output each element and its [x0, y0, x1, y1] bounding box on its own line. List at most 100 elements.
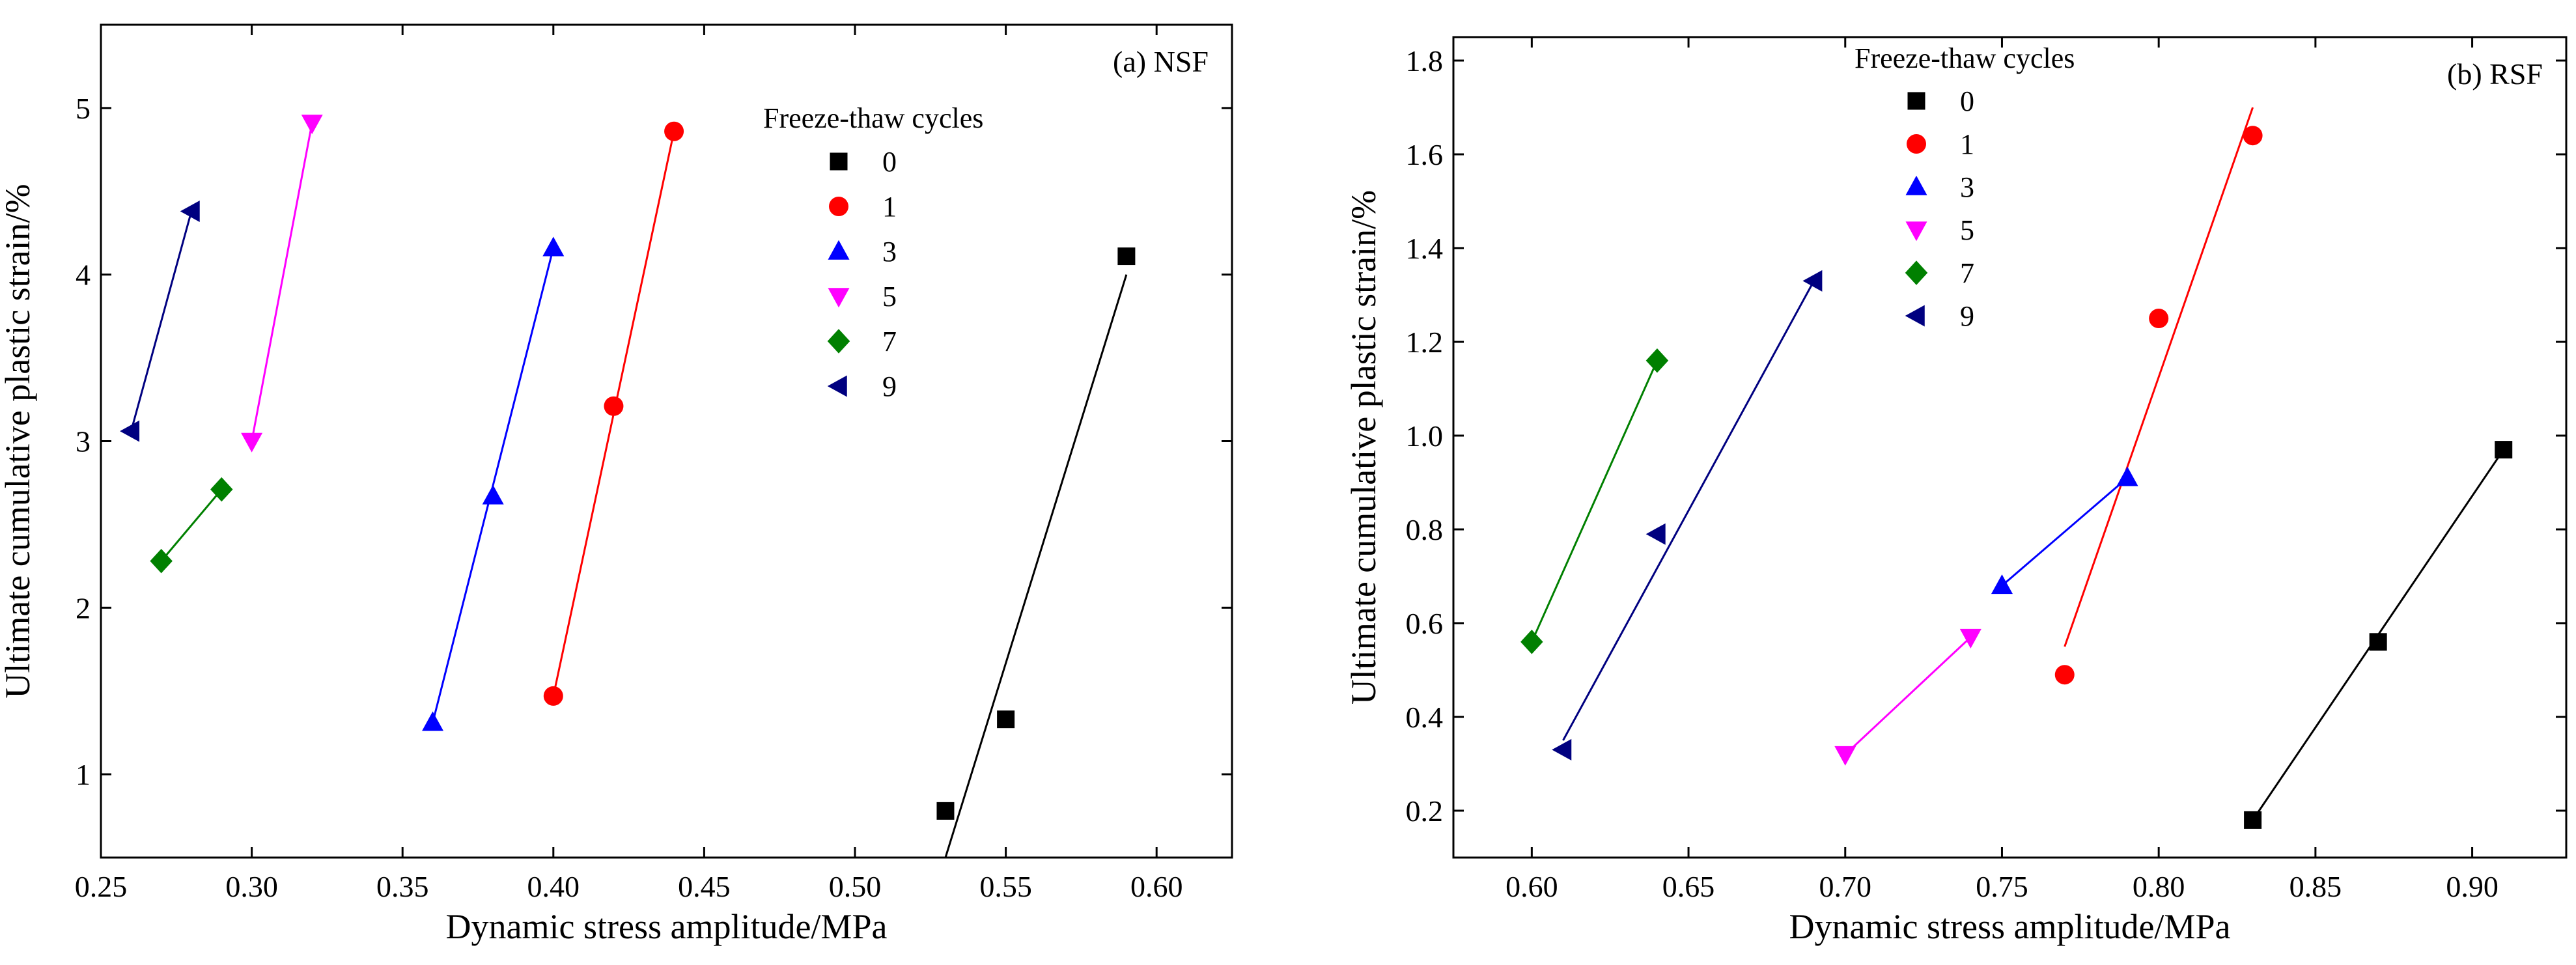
x-tick-label: 0.80 [2133, 870, 2185, 903]
y-tick-label: 1.0 [1406, 419, 1444, 453]
data-point-series-1 [2054, 665, 2075, 685]
plot-frame [100, 23, 1233, 859]
legend-label: 0 [1960, 85, 1974, 117]
data-point-series-3 [482, 484, 504, 505]
fit-line-7 [1530, 360, 1659, 643]
data-point-series-3 [2116, 466, 2138, 486]
legend-marker-5 [1905, 221, 1927, 242]
x-tick-label: 0.35 [376, 870, 429, 903]
data-point-series-9 [1552, 738, 1572, 761]
data-point-series-3 [542, 236, 565, 257]
fit-line-5 [1844, 636, 1972, 755]
y-axis-title: Ultimate cumulative plastic strain/% [1344, 190, 1383, 705]
legend-marker-1 [1907, 134, 1926, 154]
fit-line-7 [160, 488, 223, 562]
x-tick-label: 0.55 [979, 870, 1032, 903]
data-point-series-0 [936, 802, 955, 820]
y-tick-label: 1.2 [1406, 326, 1444, 359]
data-point-series-7 [1520, 630, 1543, 654]
x-tick-label: 0.40 [527, 870, 580, 903]
legend-marker-1 [829, 197, 848, 216]
legend-label: 7 [882, 326, 897, 357]
data-point-series-1 [664, 121, 684, 141]
data-point-series-1 [543, 686, 563, 706]
x-tick-label: 0.70 [1819, 870, 1872, 903]
data-point-series-0 [2495, 441, 2513, 459]
legend-label: 1 [882, 191, 897, 223]
legend-label: 3 [1960, 171, 1974, 203]
fit-line-3 [2001, 477, 2129, 587]
legend-marker-3 [828, 240, 850, 260]
x-tick-label: 0.25 [75, 870, 128, 903]
x-tick-label: 0.85 [2289, 870, 2342, 903]
x-tick-label: 0.65 [1662, 870, 1715, 903]
legend-marker-9 [827, 375, 847, 397]
fit-line-0 [944, 274, 1128, 858]
x-tick-label: 0.50 [829, 870, 882, 903]
data-point-series-9 [1802, 270, 1823, 292]
chart-panel-1: 0.60 0.65 0.70 0.75 0.80 0.85 0.900.20.40.60.8… [1344, 36, 2568, 946]
data-point-series-5 [1959, 628, 1981, 649]
legend-title: Freeze-thaw cycles [1855, 42, 2075, 74]
fit-line-9 [130, 211, 193, 432]
y-tick-label: 0.8 [1406, 513, 1444, 546]
legend-label: 5 [1960, 214, 1974, 246]
legend-marker-3 [1905, 175, 1927, 195]
legend-marker-9 [1905, 305, 1925, 327]
chart-panel-0: 0.25 0.30 0.35 0.40 0.45 0.50 0.55 0.60 1 2 3 4 5 Dyn… [0, 23, 1233, 946]
legend-label: 1 [1960, 128, 1974, 160]
data-point-series-3 [422, 711, 444, 731]
x-tick-label: 0.45 [678, 870, 731, 903]
legend-marker-5 [828, 288, 850, 308]
legend-label: 9 [882, 371, 897, 402]
y-tick-label: 0.4 [1406, 701, 1444, 734]
y-tick-label: 3 [76, 425, 91, 458]
data-point-series-7 [1645, 348, 1669, 373]
data-point-series-9 [180, 200, 200, 222]
y-tick-label: 1.6 [1406, 138, 1444, 171]
legend-marker-7 [1905, 260, 1928, 285]
data-point-series-5 [1834, 746, 1856, 766]
data-point-series-0 [1117, 247, 1136, 266]
x-tick-label: 0.60 [1130, 870, 1183, 903]
data-point-series-7 [150, 548, 173, 574]
x-tick-label: 0.60 [1505, 870, 1558, 903]
data-point-series-1 [2149, 309, 2169, 328]
fit-line-9 [1562, 280, 1815, 741]
legend-marker-0 [830, 152, 848, 171]
data-point-series-9 [120, 420, 140, 442]
legend-label: 0 [882, 146, 897, 178]
legend: Freeze-thaw cycles 0 1 3 5 7 9 [1855, 42, 2075, 332]
y-tick-label: 1 [76, 758, 91, 791]
data-point-series-7 [210, 477, 233, 502]
legend-marker-7 [827, 329, 850, 354]
data-point-series-9 [1645, 523, 1666, 545]
legend: Freeze-thaw cycles 0 1 3 5 7 9 [763, 102, 983, 402]
data-point-series-0 [2369, 633, 2387, 651]
x-axis-title: Dynamic stress amplitude/MPa [446, 907, 888, 946]
legend-marker-0 [1907, 92, 1925, 110]
plot-frame [1452, 36, 2568, 859]
data-point-series-1 [2243, 126, 2263, 146]
fit-line-5 [251, 122, 313, 441]
y-tick-label: 1.8 [1406, 44, 1444, 77]
panel-label: (b) RSF [2447, 57, 2543, 91]
y-tick-label: 1.4 [1406, 232, 1444, 265]
x-tick-label: 0.75 [1976, 870, 2028, 903]
y-tick-label: 2 [76, 591, 91, 624]
legend-title: Freeze-thaw cycles [763, 102, 983, 134]
x-tick-label: 0.30 [225, 870, 278, 903]
data-point-series-0 [997, 710, 1015, 729]
legend-label: 9 [1960, 300, 1974, 332]
legend-label: 5 [882, 281, 897, 313]
legend-label: 7 [1960, 257, 1974, 289]
data-point-series-5 [241, 432, 263, 453]
x-tick-label: 0.90 [2446, 870, 2499, 903]
y-tick-label: 5 [76, 92, 91, 125]
data-point-series-3 [1991, 574, 2013, 594]
data-point-series-1 [604, 396, 624, 416]
x-axis-title: Dynamic stress amplitude/MPa [1789, 907, 2231, 946]
y-tick-label: 0.6 [1406, 607, 1444, 640]
legend-label: 3 [882, 236, 897, 268]
